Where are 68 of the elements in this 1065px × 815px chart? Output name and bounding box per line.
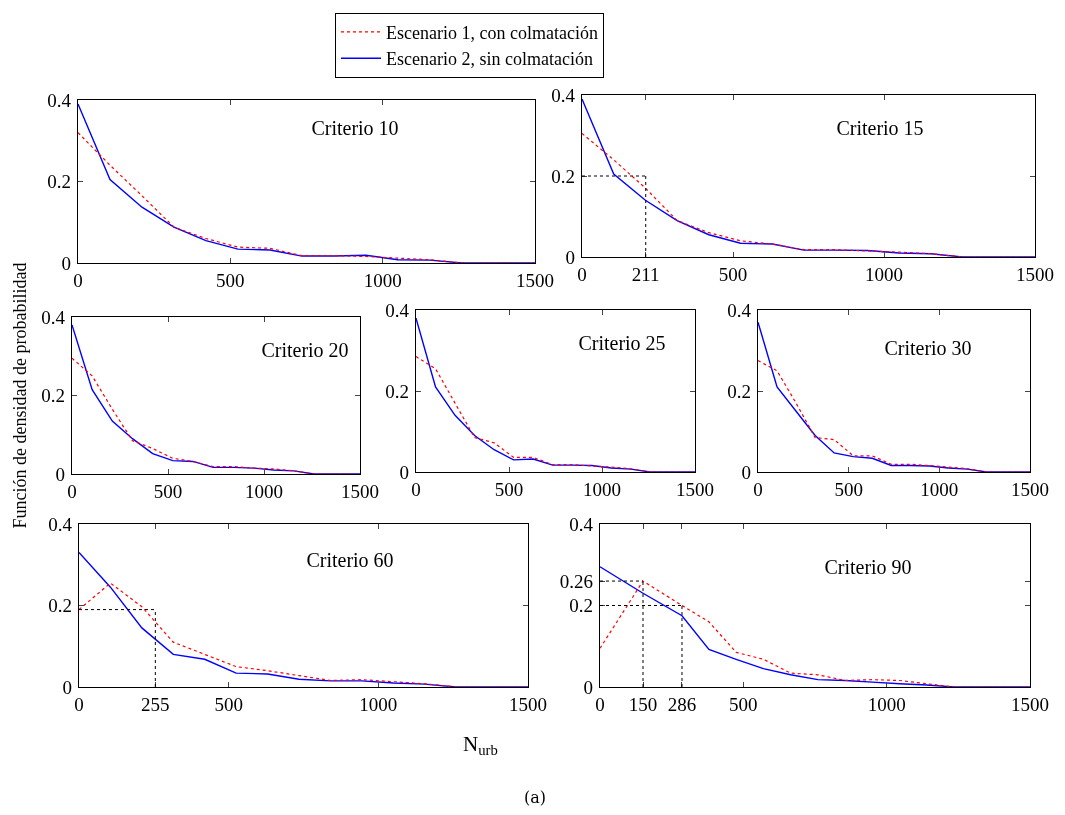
text: Criterio 90 <box>824 556 912 578</box>
y-tick-label: 0 <box>55 463 65 485</box>
line-series <box>79 582 528 687</box>
line-series <box>758 360 1030 472</box>
x-tick-label: 1000 <box>583 479 621 500</box>
x-tick-label: 1500 <box>509 694 547 715</box>
text: Criterio 30 <box>884 337 972 359</box>
y-tick-label: 0.2 <box>551 165 575 187</box>
y-tick-label: 0.4 <box>47 89 72 111</box>
y-tick-label: 0.26 <box>559 570 593 592</box>
y-tick-label: 0 <box>741 461 751 483</box>
x-tick-label: 1000 <box>867 694 906 715</box>
line-series <box>416 317 695 472</box>
y-tick-label: 0.4 <box>551 84 576 106</box>
x-tick-label: 1500 <box>341 481 379 502</box>
x-tick-label: 1500 <box>1011 479 1049 500</box>
x-axis-title: N$_{urb}$ <box>463 732 498 759</box>
x-tick-label: 286 <box>667 694 697 715</box>
line-series <box>72 357 360 474</box>
x-tick-label: 500 <box>729 694 758 715</box>
y-tick-label: 0 <box>62 676 72 698</box>
y-tick-label: 0.4 <box>48 513 73 535</box>
text: Criterio 60 <box>306 549 394 571</box>
x-tick-label: 500 <box>216 270 245 291</box>
line-series <box>758 321 1030 472</box>
legend-label: Escenario 1, con colmatación <box>386 22 598 43</box>
x-tick-label: 500 <box>153 481 183 502</box>
x-tick-label: 1000 <box>359 694 398 715</box>
y-tick-label: 0 <box>583 676 593 698</box>
y-tick-label: 0.4 <box>727 299 752 321</box>
line-series <box>582 98 1035 257</box>
text: (a) <box>524 788 547 807</box>
x-tick-label: 1000 <box>363 270 402 291</box>
x-tick-label: 1500 <box>516 270 554 291</box>
y-tick-label: 0.4 <box>385 299 410 321</box>
y-tick-label: 0.2 <box>48 595 72 617</box>
line-series <box>72 324 360 474</box>
text: Criterio 15 <box>836 117 924 139</box>
text: Criterio 10 <box>311 117 399 139</box>
y-tick-label: 0 <box>565 246 575 268</box>
line-series <box>79 551 528 687</box>
x-tick-label: 500 <box>718 264 748 285</box>
y-tick-label: 0.2 <box>727 380 751 402</box>
text: Criterio 25 <box>578 332 666 354</box>
x-tick-label: 150 <box>628 694 658 715</box>
x-tick-label: 1500 <box>1011 694 1049 715</box>
line-series <box>78 103 535 263</box>
x-tick-label: 1000 <box>920 479 959 500</box>
y-tick-label: 0.2 <box>41 385 65 407</box>
line-series <box>416 355 695 472</box>
y-tick-label: 0.2 <box>385 380 409 402</box>
x-tick-label: 211 <box>631 264 660 285</box>
x-tick-label: 1500 <box>676 479 714 500</box>
y-tick-label: 0.4 <box>41 306 66 328</box>
y-axis-title: Función de densidad de probabilidad <box>9 262 30 529</box>
x-tick-label: 500 <box>494 479 524 500</box>
x-tick-label: 255 <box>141 694 170 715</box>
x-tick-label: 500 <box>214 694 243 715</box>
legend-label: Escenario 2, sin colmatación <box>386 49 593 70</box>
y-tick-label: 0 <box>399 461 409 483</box>
y-tick-label: 0.4 <box>569 513 594 535</box>
text: Criterio 20 <box>261 339 349 361</box>
x-tick-label: 1000 <box>245 481 283 502</box>
x-tick-label: 500 <box>834 479 863 500</box>
y-tick-label: 0.2 <box>47 171 71 193</box>
y-tick-label: 0.2 <box>569 595 593 617</box>
x-tick-label: 1500 <box>1016 264 1054 285</box>
x-tick-label: 1000 <box>865 264 903 285</box>
